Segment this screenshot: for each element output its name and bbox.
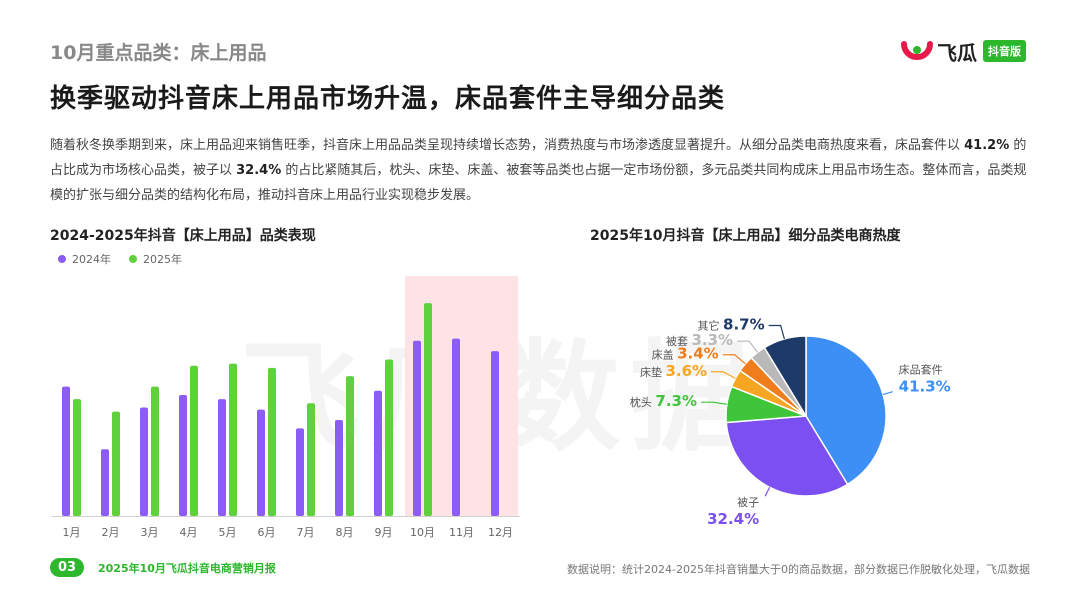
legend-label-2024: 2024年 [72,253,111,266]
bar-2025年-10月 [424,303,432,516]
pie-chart-title: 2025年10月抖音【床上用品】细分品类电商热度 [590,228,901,244]
x-tick-label: 3月 [141,526,159,539]
section-title: 10月重点品类：床上用品 [50,42,267,64]
x-tick-label: 1月 [63,526,81,539]
page-title: 换季驱动抖音床上用品市场升温，床品套件主导细分品类 [50,84,726,114]
bar-2024年-1月 [62,386,70,516]
bar-2025年-2月 [112,411,120,516]
bar-2025年-3月 [151,386,159,516]
pie-label-床品套件: 床品套件 41.3% [899,363,951,396]
bar-2024年-5月 [218,399,226,516]
description-paragraph: 随着秋冬换季期到来，床上用品迎来销售旺季，抖音床上用品品类呈现持续增长态势，消费… [50,133,1035,208]
x-tick-label: 4月 [180,526,198,539]
x-tick-label: 5月 [219,526,237,539]
logo-text: 飞瓜 [937,40,977,65]
pie-leader-line [711,371,736,379]
bar-chart-legend: 2024年 2025年 [58,251,200,267]
bar-2024年-11月 [452,338,460,516]
bar-2025年-4月 [190,365,198,516]
logo-badge: 抖音版 [983,40,1026,62]
bar-2024年-8月 [335,420,343,516]
legend-item-2025: 2025年 [129,251,182,267]
description-part: 的占比紧随其后，枕头、床垫、床盖、被套等品类也占据一定市场份额，多元品类共同构成… [50,163,1027,203]
pie-label-其它: 其它 8.7% [698,315,765,333]
bar-chart-title: 2024-2025年抖音【床上用品】品类表现 [50,228,316,244]
x-tick-label: 7月 [297,526,315,539]
bar-2024年-10月 [413,340,421,516]
bar-chart: 1月 2月 3月 4月 5月 6月 7月 8月 9月 10月 11月 12月 [52,276,520,539]
bar-2024年-9月 [374,390,382,516]
bar-2024年-3月 [140,407,148,516]
data-note: 数据说明：统计2024-2025年抖音销量大于0的商品数据，部分数据已作脱敏化处… [567,563,1030,576]
x-tick-label: 8月 [336,526,354,539]
legend-dot-2025 [129,255,137,263]
bar-2025年-8月 [346,376,354,516]
pie-leader-line [701,401,727,405]
x-tick-label: 2月 [102,526,120,539]
description-highlight: 41.2% [964,138,1010,153]
x-tick-label: 6月 [258,526,276,539]
pie-leader-line [764,487,771,497]
pie-label-被子: 被子 32.4% [707,496,759,528]
x-tick-label: 11月 [449,526,474,539]
x-tick-label: 12月 [488,526,513,539]
pie-label-枕头: 枕头 7.3% [630,392,697,410]
description-part: 的占比成为市场核心品类，被子以 [50,138,1027,178]
page-number-badge: 03 [50,558,85,577]
bar-2024年-6月 [257,409,265,516]
pie-slice-床品套件 [805,335,887,486]
pie-chart: 床品套件 41.3% 被子 32.4% 枕头 7.3% 床垫 3.6%床盖 3.4%被套 … [630,315,951,528]
description-highlight: 32.4% [236,163,282,178]
description-part: 随着秋冬换季期到来，床上用品迎来销售旺季，抖音床上用品品类呈现持续增长态势，消费… [50,138,965,153]
bar-2025年-6月 [268,367,276,516]
bar-2024年-4月 [179,394,187,516]
bar-2024年-7月 [296,428,304,516]
legend-label-2025: 2025年 [143,253,182,266]
highlight-band [405,276,518,516]
pie-leader-line [737,340,759,353]
x-tick-label: 10月 [410,526,435,539]
x-tick-label: 9月 [375,526,393,539]
bar-2025年-1月 [73,399,81,516]
bar-2024年-12月 [491,351,499,516]
bar-2025年-7月 [307,403,315,516]
pie-leader-line [882,391,893,395]
pie-label-床盖: 床盖 3.4% [652,345,719,363]
feigua-logo-icon [901,41,933,60]
pie-label-被套: 被套 3.3% [666,331,733,349]
pie-leader-line [722,354,746,365]
pie-leader-line [768,324,785,340]
legend-dot-2024 [58,255,66,263]
brand-logo: 飞瓜 抖音版 [900,36,1026,66]
pie-slice-被子 [725,415,849,497]
pie-slice-其它 [763,335,807,419]
bar-2025年-5月 [229,363,237,516]
pie-label-床垫: 床垫 3.6% [640,362,707,380]
report-name: 2025年10月飞瓜抖音电商营销月报 [98,562,276,575]
legend-item-2024: 2024年 [58,251,111,267]
bar-2024年-2月 [101,449,109,516]
bar-2025年-9月 [385,359,393,516]
